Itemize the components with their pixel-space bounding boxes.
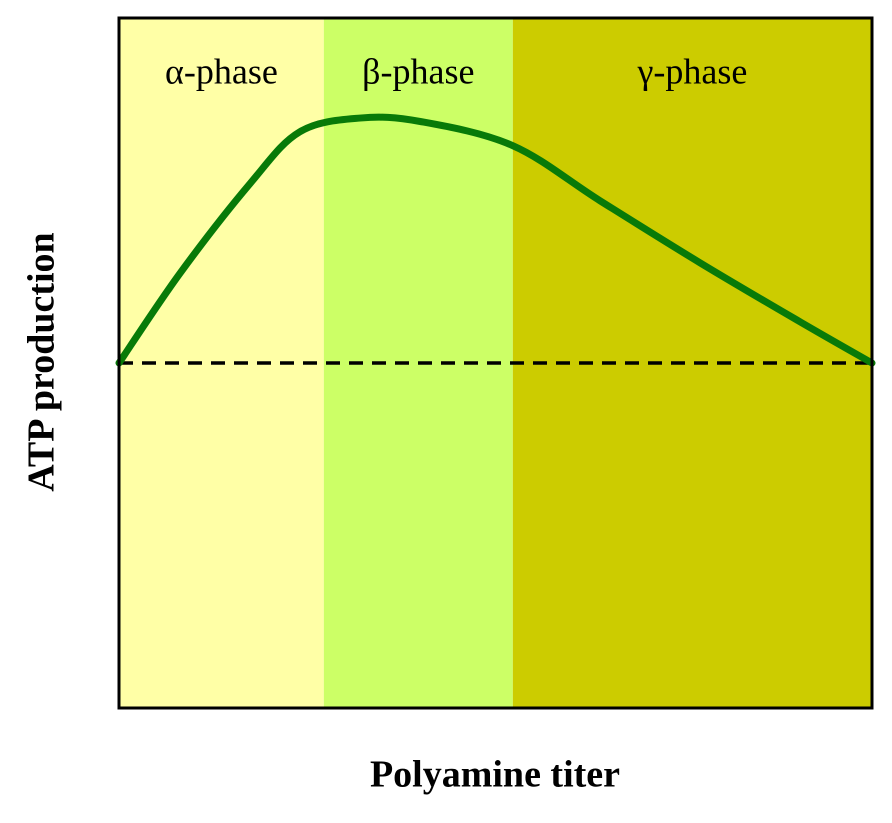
x-axis-label: Polyamine titer	[370, 754, 620, 796]
curve	[115, 113, 876, 367]
phase-label: α-phase	[165, 51, 278, 91]
plot-area: α-phase β-phase γ-phase	[115, 16, 876, 710]
phase-label: γ-phase	[636, 51, 747, 91]
phase-label: β-phase	[362, 51, 474, 91]
y-axis-label: ATP production	[21, 232, 63, 491]
plot-frame	[117, 16, 874, 710]
